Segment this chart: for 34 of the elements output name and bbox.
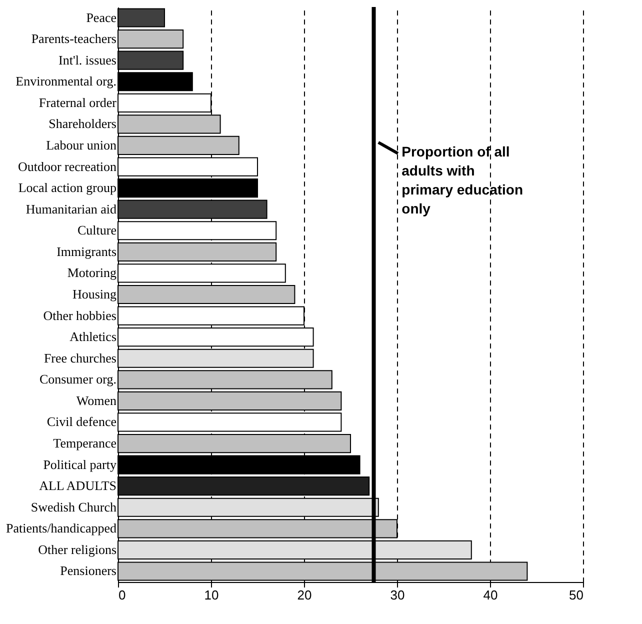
y-tick-label: Parents-teachers (31, 31, 116, 46)
y-tick-label: Other hobbies (43, 308, 116, 323)
y-tick-label: Housing (72, 286, 117, 302)
y-tick-label: Women (76, 392, 117, 408)
y-tick-label: Pensioners (60, 563, 116, 578)
y-tick-label: Political party (43, 456, 117, 472)
y-tick-label: Swedish Church (30, 499, 117, 514)
x-tick-label: 30 (390, 588, 405, 602)
x-tick-label: 40 (483, 588, 498, 602)
y-tick-label: Consumer org. (39, 372, 116, 387)
x-tick-label: 10 (204, 588, 219, 602)
y-tick-label: Temperance (53, 436, 117, 451)
y-tick-label: Fraternal order (38, 94, 118, 110)
x-tick-label: 50 (569, 588, 584, 602)
y-tick-label: Athletics (70, 329, 116, 344)
y-tick-label: Int'l. issues (58, 52, 116, 68)
y-tick-label: Free churches (44, 350, 116, 366)
y-tick-label: Local action group (18, 180, 116, 196)
x-tick-label: 0 (118, 588, 126, 602)
y-tick-label: Outdoor recreation (18, 158, 117, 174)
y-tick-label: Patients/handicapped (6, 520, 117, 536)
y-tick-label: Culture (78, 222, 117, 238)
y-tick-label: Humanitarian aid (26, 201, 117, 216)
y-tick-label: Peace (86, 10, 117, 25)
y-tick-label: Environmental org. (16, 74, 116, 89)
y-tick-label: Other religions (38, 542, 116, 557)
y-tick-label: Motoring (67, 265, 117, 280)
y-tick-label: Labour union (46, 137, 117, 152)
y-tick-label: Civil defence (46, 414, 117, 430)
y-tick-label: ALL ADULTS (39, 478, 116, 494)
y-tick-label: Shareholders (48, 116, 116, 132)
x-tick-label: 20 (297, 588, 312, 602)
ref-line-label: Proportion of all adults with primary education only (402, 143, 524, 216)
y-tick-label: Immigrants (56, 244, 116, 259)
